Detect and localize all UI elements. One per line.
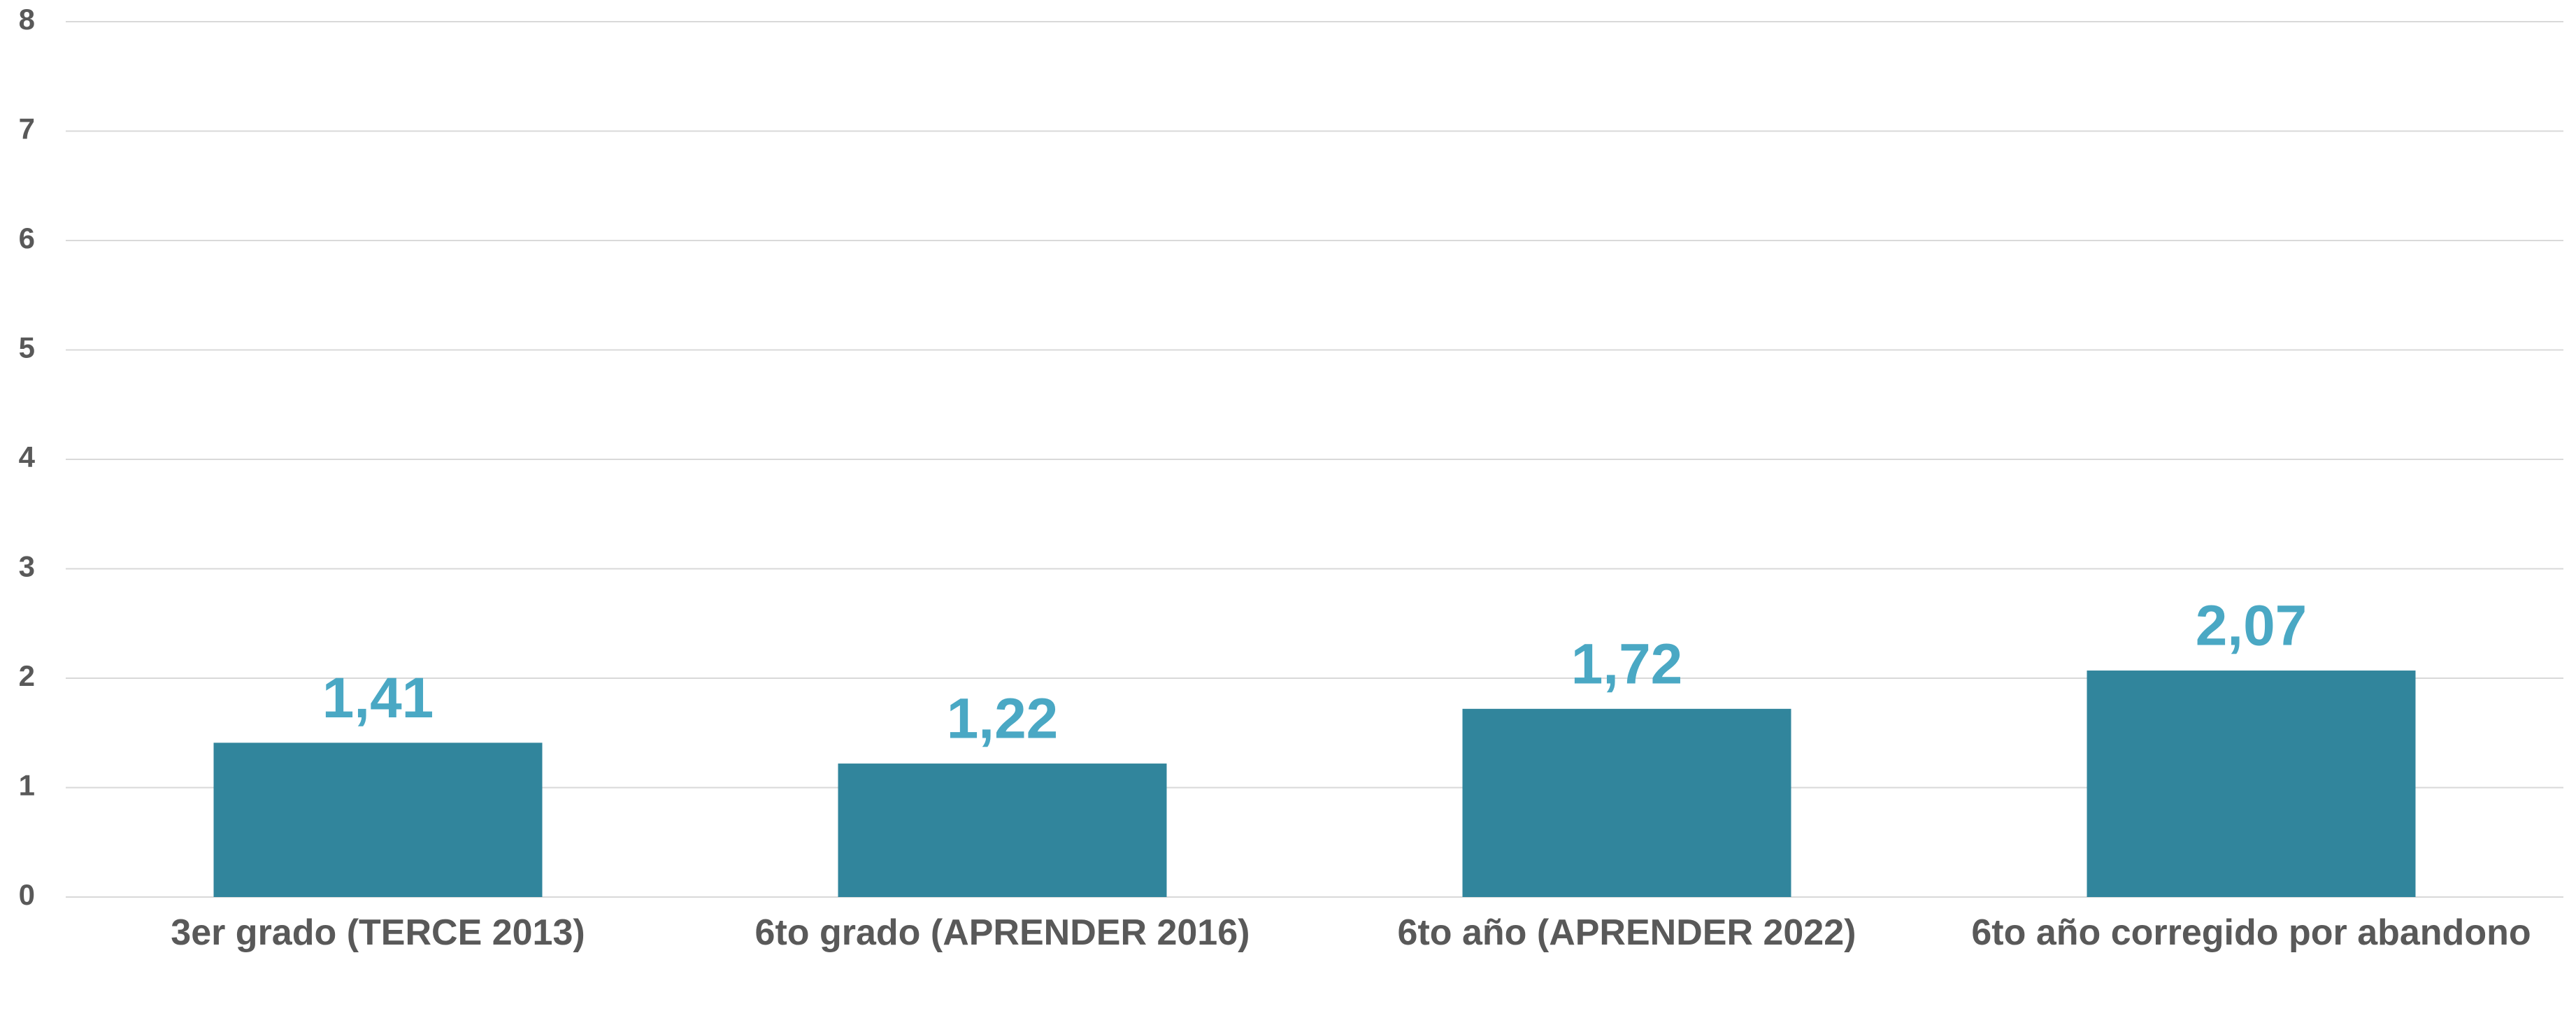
y-tick-label: 2 [19, 659, 35, 692]
y-tick-label: 0 [19, 878, 35, 911]
x-tick-label: 6to año corregido por abandono [1971, 912, 2531, 953]
x-tick-label: 3er grado (TERCE 2013) [171, 912, 585, 953]
x-tick-label: 6to año (APRENDER 2022) [1397, 912, 1856, 953]
value-label: 1,41 [322, 666, 434, 730]
bar [1462, 708, 1791, 897]
y-tick-label: 3 [19, 550, 35, 583]
y-tick-label: 6 [19, 222, 35, 254]
bar [213, 743, 543, 897]
y-tick-label: 8 [19, 3, 35, 36]
bar [838, 763, 1167, 897]
y-tick-label: 5 [19, 331, 35, 364]
value-label: 1,22 [947, 687, 1059, 751]
y-tick-label: 1 [19, 769, 35, 802]
y-tick-label: 4 [19, 440, 36, 473]
value-label: 2,07 [2196, 594, 2307, 658]
value-label: 1,72 [1571, 632, 1683, 696]
y-tick-label: 7 [19, 113, 35, 145]
x-tick-label: 6to grado (APRENDER 2016) [754, 912, 1250, 953]
bar [2087, 671, 2416, 897]
